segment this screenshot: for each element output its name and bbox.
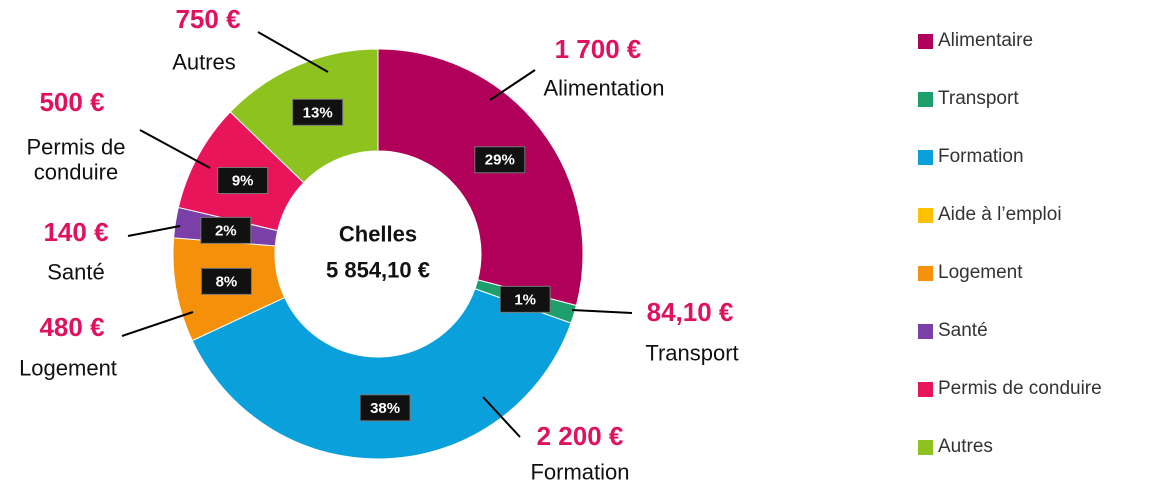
wedges (172, 48, 584, 460)
percent-label: 8% (216, 273, 238, 290)
percent-label: 2% (215, 222, 237, 239)
legend-swatch (918, 149, 933, 165)
percent-box (200, 216, 252, 244)
legend-item: Permis de conduire (918, 378, 1102, 400)
percent-label: 13% (303, 104, 333, 121)
callout-label: Logement (19, 355, 117, 381)
percent-box (359, 394, 411, 422)
legend-swatch (918, 33, 933, 49)
legend-item: Aide à l’emploi (918, 204, 1062, 226)
callout-label: Autres (172, 49, 236, 75)
callout-label: Formation (530, 459, 630, 485)
legend-label: Logement (938, 262, 1023, 283)
callout-label: Permis de conduire (26, 134, 126, 185)
leader-line (121, 311, 194, 337)
percent-label: 1% (514, 291, 536, 308)
percent-box (474, 146, 526, 174)
legend-item: Santé (918, 320, 988, 342)
legend-label: Santé (938, 320, 988, 341)
leader-line (257, 31, 329, 73)
wedge (377, 48, 584, 307)
leader-line (489, 69, 536, 101)
wedge (191, 288, 572, 460)
percent-box (200, 267, 252, 295)
legend-item: Autres (918, 436, 993, 458)
legend-swatch (918, 381, 933, 397)
percent-label: 38% (370, 400, 400, 417)
leader-line (127, 225, 181, 237)
legend-label: Alimentaire (938, 30, 1034, 51)
percent-labels: 29% 1% 38% 8% 2% 9% 13% (200, 98, 551, 422)
percent-label: 29% (485, 152, 515, 169)
percent-box (499, 285, 551, 313)
legend-item: Formation (918, 146, 1024, 168)
legend-item: Alimentaire (918, 30, 1033, 52)
legend-label: Aide à l’emploi (938, 204, 1062, 225)
value-label: 750 € (175, 4, 241, 35)
leader-line (571, 309, 633, 314)
legend-swatch (918, 91, 933, 107)
leader-line (482, 396, 521, 438)
callout-label: Alimentation (543, 75, 665, 101)
legend-swatch (918, 265, 933, 281)
callout-label: Santé (47, 259, 105, 285)
percent-label: 9% (232, 172, 254, 189)
percent-box (217, 167, 269, 195)
legend-item: Transport (918, 88, 1019, 110)
value-label: 480 € (39, 312, 105, 343)
value-label: 500 € (39, 87, 105, 118)
value-label: 1 700 € (554, 34, 642, 65)
percent-box (292, 98, 344, 126)
legend-label: Autres (938, 436, 993, 457)
legend-swatch (918, 207, 933, 223)
legend-swatch (918, 323, 933, 339)
legend-label: Permis de conduire (938, 378, 1102, 399)
value-label: 2 200 € (536, 421, 624, 452)
legend-swatch (918, 439, 933, 455)
legend-label: Transport (938, 88, 1019, 109)
center-total: 5 854,10 € (326, 257, 430, 283)
legend-label: Formation (938, 146, 1024, 167)
legend-item: Logement (918, 262, 1023, 284)
value-label: 84,10 € (646, 297, 734, 328)
value-label: 140 € (43, 217, 109, 248)
leader-line (139, 129, 211, 169)
callout-label: Transport (645, 340, 739, 366)
center-title: Chelles (338, 221, 418, 247)
